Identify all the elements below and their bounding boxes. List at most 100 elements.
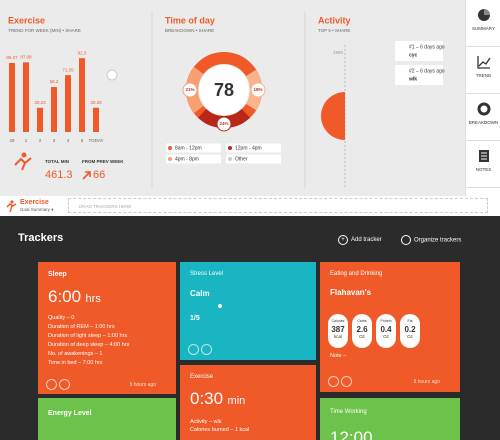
subtitle: TREND FOR WEEK (MIN) • SHARE (8, 28, 81, 33)
up-arrow (82, 171, 91, 180)
goal-bar: Exercise Goal Summary ▾ DRAG TRACKERS HE… (0, 196, 500, 216)
nav-summary[interactable]: SUMMARY (466, 0, 500, 47)
nutrient-unit: Oz (407, 334, 413, 339)
action-label: Organize trackers (414, 237, 462, 244)
icon-button[interactable] (46, 379, 57, 390)
legend-box (166, 143, 221, 153)
icon-button[interactable] (59, 379, 70, 390)
card-title: Eating and Drinking (330, 271, 383, 277)
card-item: Flahavan's (330, 288, 372, 297)
plus-icon: + (338, 235, 348, 245)
exercise-card[interactable]: Exercise 0:30 min Activity – wlk Calorie… (180, 365, 316, 440)
nutrient: Carbs 2.6 Oz (352, 314, 372, 348)
stress-card[interactable]: Stress Level Calm 1/5 (180, 262, 316, 360)
nutrient-value: 0.4 (380, 325, 392, 334)
bar (51, 87, 57, 132)
add-tracker[interactable]: + Add tracker (338, 235, 382, 245)
card-line: Duration of deep sleep – 4:00 hrs (48, 342, 130, 348)
bar-label: 30.28 (90, 100, 102, 105)
card-unit: min (227, 395, 246, 407)
nav-notes[interactable]: NOTES (466, 141, 500, 188)
icon-button[interactable] (328, 376, 339, 387)
center-value: 78 (214, 80, 234, 100)
nutrient-value: 387 (331, 325, 345, 334)
nutrient-value: 0.2 (404, 325, 416, 334)
title: Activity (318, 15, 351, 25)
legend-label: 4pm - 8pm (175, 156, 199, 162)
eating-card[interactable]: Eating and Drinking Flahavan's Note – 5 … (320, 262, 460, 392)
nutrient: Protein 0.4 Oz (376, 314, 396, 348)
drop-zone[interactable]: DRAG TRACKERS HERE (68, 198, 488, 213)
nav-trend[interactable]: TREND (466, 47, 500, 94)
grid-icon (401, 235, 411, 245)
change-label: FROM PREV WEEK (82, 159, 124, 164)
organize-trackers[interactable]: Organize trackers (401, 235, 461, 245)
icon-button[interactable] (188, 344, 199, 355)
donut-center (199, 65, 249, 115)
action-label: Add tracker (351, 237, 382, 243)
legend-swatch (168, 146, 172, 150)
bar-label: 30.23 (34, 100, 46, 105)
x-tick-label: 3 (53, 138, 56, 143)
card-title: Time Working (330, 409, 367, 415)
nutrient-name: Protein (380, 319, 392, 323)
x-tick-label: 29 (9, 138, 15, 143)
card-value: 6:00 (48, 287, 82, 306)
card-line: Time in bed – 7:00 hrs (48, 360, 103, 366)
nav-label: SUMMARY (472, 26, 495, 31)
x-tick-label: 2 (39, 138, 42, 143)
legend-activity: cyc (409, 52, 418, 58)
bar (79, 58, 85, 132)
nav-label: BREAKDOWN (468, 120, 499, 125)
bar (23, 62, 29, 132)
card-line: Calories burned – 1 kcal (190, 427, 250, 433)
legend-box (226, 154, 281, 164)
legend-box (226, 143, 281, 153)
legend-label: Other (235, 156, 248, 162)
goal-subtitle[interactable]: Goal Summary ▾ (20, 207, 54, 212)
energy-card[interactable]: Energy Level (38, 398, 176, 440)
nav-label: NOTES (475, 167, 492, 172)
runner-icon (14, 157, 32, 171)
bar-label: 56.2 (50, 79, 59, 84)
nav-label: TREND (475, 73, 492, 78)
legend-label: 8am - 12pm (175, 145, 202, 151)
bar-label: 87.08 (20, 55, 32, 60)
card-time: 5 hours ago (129, 382, 156, 388)
sleep-card[interactable]: Sleep 6:00 hrs Quality – 0 Duration of RE… (38, 262, 176, 394)
x-tick-label: 5 (81, 138, 84, 143)
card-title: Energy Level (48, 410, 92, 417)
nutrient-name: Calories (331, 319, 345, 323)
card-title: Exercise (190, 374, 214, 380)
runner-icon (6, 200, 17, 212)
card-title: Sleep (48, 271, 67, 278)
bar (65, 75, 71, 132)
nutrient-unit: Oz (359, 334, 365, 339)
legend-label: #1 – 6 days ago (409, 44, 445, 50)
title: Exercise (8, 15, 45, 25)
card-time: 5 hours ago (413, 379, 440, 385)
card-line: No. of awakenings – 1 (48, 351, 103, 357)
nav-breakdown[interactable]: BREAKDOWN (466, 94, 500, 141)
icon-button[interactable] (201, 344, 212, 355)
card-note: Note – (330, 353, 347, 359)
goal-title: Exercise (20, 199, 49, 206)
legend-box (395, 41, 443, 61)
bar-label: 86.37 (6, 55, 18, 60)
subtitle: TOP 5 • SHARE (318, 28, 350, 33)
bar (37, 107, 43, 132)
x-tick-label: TODAY (88, 138, 103, 143)
card-value: 12:00 (330, 428, 373, 440)
legend-activity: wlk (408, 76, 417, 82)
nav-next[interactable] (106, 69, 118, 81)
segment-label: 21% (185, 87, 194, 92)
title: Time of day (165, 15, 215, 25)
segment-badge (182, 82, 198, 98)
icon-button[interactable] (341, 376, 352, 387)
working-card[interactable]: Time Working 12:00 (320, 398, 460, 440)
marker: 1990 (333, 50, 344, 55)
x-tick-label: 4 (67, 138, 70, 143)
subtitle: BREAKDOWN • SHARE (165, 28, 214, 33)
card-value: 0:30 (190, 389, 224, 408)
